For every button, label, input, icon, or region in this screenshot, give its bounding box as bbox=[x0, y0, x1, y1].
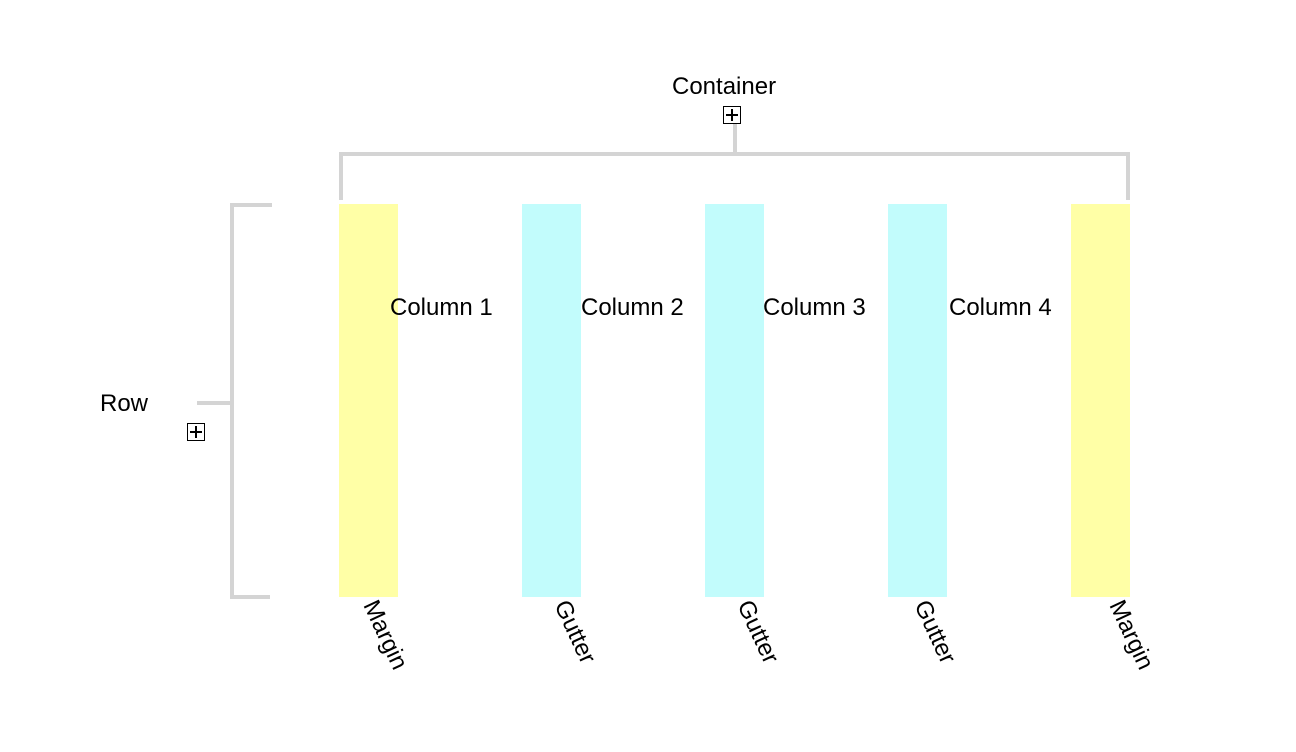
gutter-1-strip bbox=[522, 204, 581, 597]
gutter-2-strip bbox=[705, 204, 764, 597]
row-bracket-stem bbox=[197, 401, 232, 405]
row-expand-icon[interactable] bbox=[187, 423, 205, 441]
row-bracket-bar bbox=[230, 203, 234, 599]
strip-label: Gutter bbox=[548, 596, 602, 668]
margin-right-strip bbox=[1071, 204, 1130, 597]
gutter-3-strip bbox=[888, 204, 947, 597]
container-expand-icon[interactable] bbox=[723, 106, 741, 124]
column-label: Column 4 bbox=[949, 294, 1052, 321]
strip-label: Margin bbox=[1103, 596, 1160, 674]
container-bracket-right-end bbox=[1126, 152, 1130, 200]
container-bracket-left-end bbox=[339, 152, 343, 200]
column-label: Column 1 bbox=[390, 294, 493, 321]
column-label: Column 3 bbox=[763, 294, 866, 321]
strip-label: Gutter bbox=[731, 596, 785, 668]
row-bracket-top-end bbox=[230, 203, 272, 207]
strip-label: Gutter bbox=[908, 596, 962, 668]
container-bracket-stem bbox=[733, 124, 737, 154]
row-label: Row bbox=[100, 390, 149, 417]
strip-label: Margin bbox=[357, 596, 414, 674]
container-label: Container bbox=[672, 73, 777, 100]
container-bracket-bar bbox=[339, 152, 1130, 156]
column-label: Column 2 bbox=[581, 294, 684, 321]
margin-left-strip bbox=[339, 204, 398, 597]
row-bracket-bottom-end bbox=[230, 595, 270, 599]
